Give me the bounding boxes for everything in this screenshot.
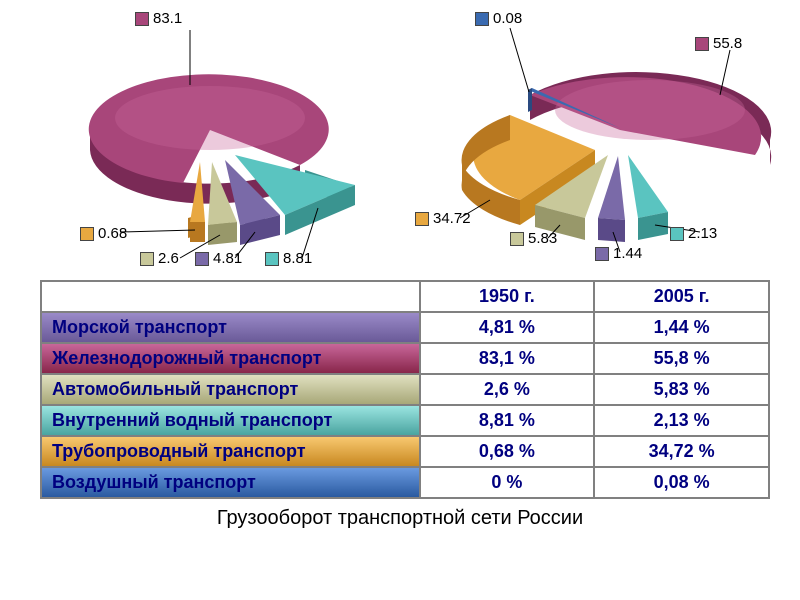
table-row-value-1950: 8,81 % [420, 405, 595, 436]
table-row-value-1950: 83,1 % [420, 343, 595, 374]
table-row-value-2005: 55,8 % [594, 343, 769, 374]
swatch-air-icon [475, 12, 489, 26]
table-row-label: Внутренний водный транспорт [41, 405, 420, 436]
swatch-inland-icon [670, 227, 684, 241]
swatch-pipeline-icon [80, 227, 94, 241]
table-row: Трубопроводный транспорт0,68 %34,72 % [41, 436, 769, 467]
pie-1950: 83.1 0.68 2.6 4.81 8.81 [40, 0, 400, 280]
table-head: 1950 г. 2005 г. [41, 281, 769, 312]
swatch-rail-icon [695, 37, 709, 51]
figure-caption: Грузооборот транспортной сети России [0, 507, 800, 530]
table-row-value-2005: 1,44 % [594, 312, 769, 343]
swatch-road-icon [140, 252, 154, 266]
table-row-value-1950: 2,6 % [420, 374, 595, 405]
table-row: Автомобильный транспорт2,6 %5,83 % [41, 374, 769, 405]
pie-1950-label-pipeline: 0.68 [80, 225, 127, 242]
pie-2005-label-inland: 2.13 [670, 225, 717, 242]
pies-area: 83.1 0.68 2.6 4.81 8.81 [0, 0, 800, 280]
transport-table: 1950 г. 2005 г. Морской транспорт4,81 %1… [40, 280, 770, 499]
table-row-label: Железнодорожный транспорт [41, 343, 420, 374]
table-row-value-1950: 0,68 % [420, 436, 595, 467]
swatch-road-icon [510, 232, 524, 246]
table-row-value-2005: 0,08 % [594, 467, 769, 498]
pie-2005: 0.08 55.8 34.72 5.83 1.44 2.13 [400, 0, 790, 280]
pie-2005-label-sea: 1.44 [595, 245, 642, 262]
pie-2005-label-air: 0.08 [475, 10, 522, 27]
table-row-value-2005: 34,72 % [594, 436, 769, 467]
table-header-empty [41, 281, 420, 312]
table-row: Железнодорожный транспорт83,1 %55,8 % [41, 343, 769, 374]
swatch-pipeline-icon [415, 212, 429, 226]
table-row-label: Автомобильный транспорт [41, 374, 420, 405]
table-row: Морской транспорт4,81 %1,44 % [41, 312, 769, 343]
table-row-value-1950: 4,81 % [420, 312, 595, 343]
table-row-value-2005: 5,83 % [594, 374, 769, 405]
table-row-label: Морской транспорт [41, 312, 420, 343]
pie-1950-label-inland: 8.81 [265, 250, 312, 267]
table-row-label: Воздушный транспорт [41, 467, 420, 498]
swatch-sea-icon [595, 247, 609, 261]
table-header-2005: 2005 г. [594, 281, 769, 312]
pie-2005-label-road: 5.83 [510, 230, 557, 247]
pie-1950-label-rail: 83.1 [135, 10, 182, 27]
table-row-value-1950: 0 % [420, 467, 595, 498]
pie-1950-label-road: 2.6 [140, 250, 179, 267]
swatch-rail-icon [135, 12, 149, 26]
pie-2005-label-pipeline: 34.72 [415, 210, 471, 227]
swatch-sea-icon [195, 252, 209, 266]
table-body: Морской транспорт4,81 %1,44 %Железнодоро… [41, 312, 769, 498]
table-row: Воздушный транспорт0 %0,08 % [41, 467, 769, 498]
table-row: Внутренний водный транспорт8,81 %2,13 % [41, 405, 769, 436]
pie-1950-label-sea: 4.81 [195, 250, 242, 267]
table-row-label: Трубопроводный транспорт [41, 436, 420, 467]
pie-2005-label-rail: 55.8 [695, 35, 742, 52]
table-row-value-2005: 2,13 % [594, 405, 769, 436]
swatch-inland-icon [265, 252, 279, 266]
table-header-1950: 1950 г. [420, 281, 595, 312]
